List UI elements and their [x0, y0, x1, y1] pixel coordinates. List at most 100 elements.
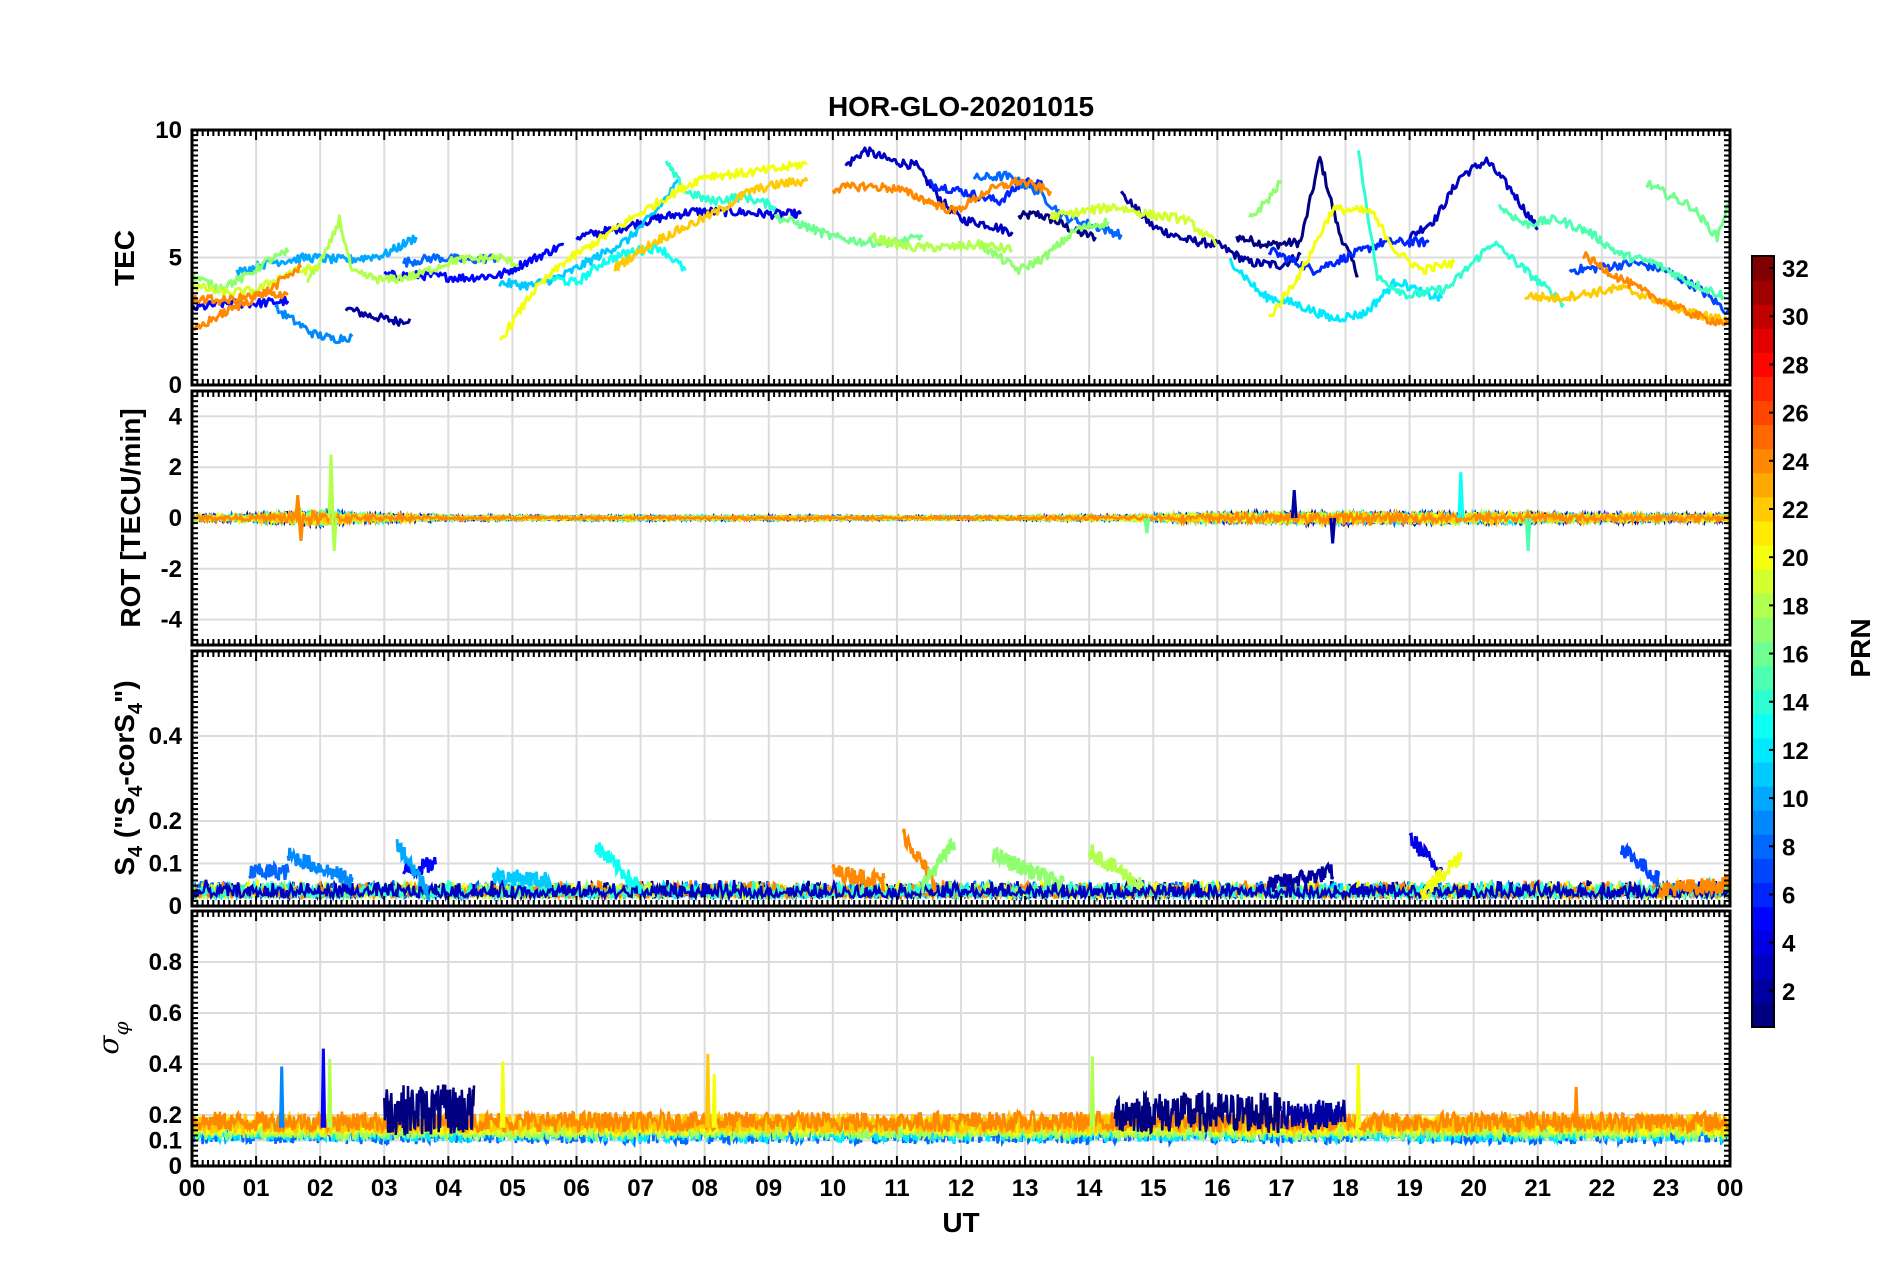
x-tick-label: 15	[1140, 1175, 1167, 1202]
colorbar-tick-label: 32	[1782, 256, 1809, 283]
colorbar-swatch	[1752, 689, 1774, 715]
rot-spike	[327, 454, 335, 519]
x-tick-label: 23	[1653, 1175, 1680, 1202]
tec-series-prn-24	[192, 289, 289, 306]
tec-series-prn-22	[613, 177, 809, 272]
colorbar-tick-label: 20	[1782, 545, 1809, 572]
x-tick-label: 01	[243, 1175, 270, 1202]
s4-arc-prn-17	[921, 837, 957, 894]
tec-series-group	[192, 146, 1730, 345]
x-tick-label: 09	[755, 1175, 782, 1202]
rot-spike	[330, 517, 338, 552]
x-tick-label: 12	[948, 1175, 975, 1202]
chart-title: HOR-GLO-20201015	[828, 91, 1094, 122]
colorbar-swatch	[1752, 569, 1774, 594]
rot-y-tick-label: -2	[161, 556, 182, 583]
colorbar-swatch	[1752, 328, 1774, 353]
tec-series-prn-2	[1119, 190, 1302, 271]
s4-ylabel: S4 ("S4-corS4")	[109, 680, 147, 875]
colorbar-swatch	[1752, 858, 1774, 883]
s4-arc-prn-8	[248, 859, 290, 881]
tec-series-prn-14	[1356, 150, 1565, 308]
rot-spike	[1143, 517, 1151, 534]
sigma-spike	[1089, 1056, 1096, 1128]
sigma-panel: 00.10.2 0.4 0.6 0.8	[149, 909, 1732, 1180]
s4-y-tick-label: 0.4	[149, 723, 183, 750]
colorbar-swatch	[1752, 593, 1774, 618]
s4-axes-box	[190, 649, 1732, 908]
colorbar-swatch	[1752, 448, 1774, 474]
sigma-y-tick-label: 0	[169, 1153, 182, 1180]
tec-series-prn-10	[235, 234, 418, 277]
sigma-burst-prn-1	[383, 1084, 476, 1136]
s4-arc-prn-10	[395, 839, 431, 902]
s4-arc-prn-11	[491, 866, 553, 889]
colorbar-swatch	[1752, 978, 1774, 1004]
colorbar-tick-label: 10	[1782, 786, 1809, 813]
x-tick-label: 00	[1717, 1175, 1744, 1202]
colorbar-tick-label: 24	[1782, 449, 1809, 476]
tec-series-prn-15	[1497, 203, 1725, 301]
x-tick-label: 16	[1204, 1175, 1231, 1202]
rot-ylabel: ROT [TECU/min]	[115, 408, 146, 627]
colorbar-swatch	[1752, 665, 1774, 691]
s4-arc-prn-7	[1619, 842, 1661, 887]
x-tick-label: 11	[884, 1175, 909, 1202]
sigma-spike	[1355, 1063, 1362, 1128]
sigma-axes-box	[190, 909, 1732, 1168]
colorbar-swatch	[1752, 954, 1774, 980]
colorbar-swatch	[1752, 521, 1774, 546]
s4-arc-prn-20	[1420, 851, 1463, 900]
rot-spike	[1524, 517, 1532, 552]
x-axis-label: UT	[942, 1207, 979, 1238]
x-tick-label: 05	[499, 1175, 526, 1202]
x-tick-label: 21	[1524, 1175, 1551, 1202]
colorbar-swatch	[1752, 713, 1774, 739]
s4-y-tick-label: 0.1	[149, 851, 182, 878]
x-tick-label: 06	[563, 1175, 590, 1202]
tec-series-prn-11	[498, 178, 680, 291]
tec-series-prn-12	[1228, 257, 1444, 323]
rot-y-tick-label: 2	[169, 454, 182, 481]
colorbar-tick-label: 8	[1782, 834, 1795, 861]
sigma-burst-prn-2	[1280, 1099, 1347, 1134]
x-tick-label: 14	[1076, 1175, 1103, 1202]
tec-series-prn-20	[499, 160, 808, 341]
tec-series-prn-16	[1645, 179, 1730, 243]
rot-y-tick-label: -4	[161, 607, 183, 634]
colorbar-swatch	[1752, 810, 1774, 835]
sigma-series-group	[192, 1048, 1730, 1149]
sigma-y-tick-label: 0.4	[149, 1051, 183, 1078]
colorbar-swatch	[1752, 256, 1774, 281]
colorbar-swatch	[1752, 617, 1774, 642]
tec-series-prn-6	[1267, 236, 1430, 276]
colorbar-swatch	[1752, 906, 1774, 932]
colorbar-swatch	[1752, 882, 1774, 908]
x-tick-label: 00	[179, 1175, 206, 1202]
colorbar-tick-label: 26	[1782, 401, 1809, 428]
s4-arc-prn-9	[286, 847, 354, 888]
tec-axes-box	[190, 128, 1732, 387]
s4-arc-prn-4	[1408, 832, 1444, 880]
tec-series-prn-2	[344, 306, 412, 327]
colorbar-tick-label: 30	[1782, 304, 1809, 331]
sigma-spike	[705, 1053, 711, 1128]
sigma-spike	[500, 1061, 506, 1128]
x-tick-label: 03	[371, 1175, 398, 1202]
colorbar-swatch	[1752, 280, 1774, 305]
tec-series-prn-19	[1049, 202, 1218, 247]
rot-axes-box	[190, 389, 1732, 647]
s4-arc-prn-13	[594, 842, 643, 894]
colorbar-tick-label: 4	[1782, 931, 1796, 958]
colorbar-frame	[1751, 255, 1775, 1028]
x-tick-label: 10	[819, 1175, 846, 1202]
x-tick-label: 04	[435, 1175, 462, 1202]
sigma-ylabel: σφ	[92, 1021, 133, 1054]
rot-spike	[1290, 489, 1298, 519]
colorbar-swatch	[1752, 424, 1774, 450]
tec-series-prn-1	[1017, 210, 1097, 242]
x-tick-label: 07	[627, 1175, 654, 1202]
s4-arc-prn-24	[831, 864, 886, 888]
